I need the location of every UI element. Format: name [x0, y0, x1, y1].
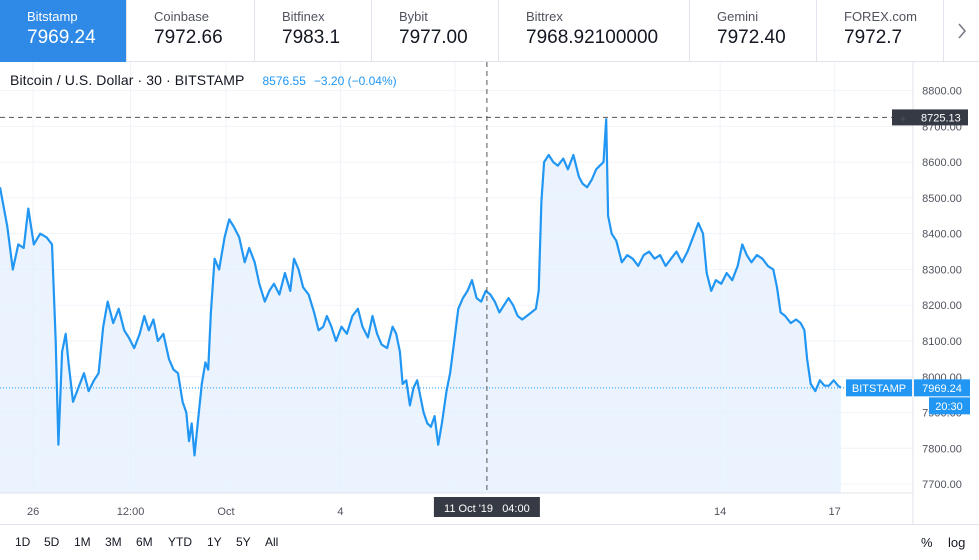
tab-bitfinex[interactable]: Bitfinex 7983.1 [255, 0, 372, 62]
crosshair-price-label: + 8725.13 [892, 109, 968, 126]
tab-price: 7977.00 [399, 27, 468, 48]
y-tick-label: 8800.00 [922, 86, 962, 98]
badge-price-value: 7969.24 [922, 383, 962, 395]
x-tick-label: 26 [27, 506, 39, 518]
price-line [0, 118, 842, 457]
tab-name: Bybit [399, 9, 428, 24]
symbol-title[interactable]: Bitcoin / U.S. Dollar · 30 · BITSTAMP [10, 72, 245, 88]
y-tick-label: 8300.00 [922, 264, 962, 276]
tab-coinbase[interactable]: Coinbase 7972.66 [127, 0, 255, 62]
x-tick-label: Oct [217, 506, 234, 518]
tab-name: Bittrex [526, 9, 563, 24]
range-ytd-button[interactable]: YTD [168, 535, 192, 549]
y-tick-label: 7800.00 [922, 443, 962, 455]
range-1d-button[interactable]: 1D [15, 535, 31, 549]
tab-name: Gemini [717, 9, 759, 24]
range-1y-button[interactable]: 1Y [207, 535, 222, 549]
exchange-tabs: Bitstamp 7969.24 Coinbase 7972.66 Bitfin… [0, 0, 979, 62]
tab-name: Bitstamp [27, 9, 78, 24]
chevron-right-icon [957, 22, 966, 39]
log-scale-button[interactable]: log [948, 535, 966, 550]
tab-bitstamp[interactable]: Bitstamp 7969.24 [0, 0, 127, 62]
tab-bybit[interactable]: Bybit 7977.00 [372, 0, 499, 62]
range-all-button[interactable]: All [265, 535, 279, 549]
y-tick-label: 8100.00 [922, 336, 962, 348]
crosshair-time-label: 11 Oct '19 04:00 [433, 497, 540, 517]
tab-price: 7972.40 [717, 27, 786, 48]
range-5d-button[interactable]: 5D [44, 535, 60, 549]
chart-legend: Bitcoin / U.S. Dollar · 30 · BITSTAMP 85… [10, 72, 397, 88]
price-axis[interactable]: 7700.007800.007900.008000.008100.008200.… [922, 86, 962, 491]
tab-price: 7983.1 [282, 27, 341, 48]
crosshair-price-value: 8725.13 [921, 112, 961, 124]
badge-series-name: BITSTAMP [852, 383, 906, 395]
tab-name: Bitfinex [282, 9, 325, 24]
tab-bittrex[interactable]: Bittrex 7968.92100000 [499, 0, 690, 62]
last-price-badge: BITSTAMP 7969.24 20:30 [846, 379, 970, 415]
y-tick-label: 8200.00 [922, 300, 962, 312]
tab-gemini[interactable]: Gemini 7972.40 [690, 0, 817, 62]
tab-price: 7972.7 [844, 27, 903, 48]
range-5y-button[interactable]: 5Y [236, 535, 251, 549]
tab-price: 7972.66 [154, 27, 223, 48]
y-tick-label: 8600.00 [922, 157, 962, 169]
range-6m-button[interactable]: 6M [136, 535, 153, 549]
x-tick-label: 17 [829, 506, 841, 518]
percent-scale-button[interactable]: % [921, 535, 933, 550]
x-tick-label: 12:00 [117, 506, 145, 518]
plus-icon[interactable]: + [900, 113, 906, 125]
range-1m-button[interactable]: 1M [74, 535, 91, 549]
x-tick-label: 4 [337, 506, 343, 518]
tab-forex[interactable]: FOREX.com 7972.7 [817, 0, 944, 62]
range-toolbar: 1D 5D 1M 3M 6M YTD 1Y 5Y All % log [0, 524, 979, 560]
crosshair-time-value: 11 Oct '19 04:00 [444, 503, 530, 515]
range-3m-button[interactable]: 3M [105, 535, 122, 549]
tab-price: 7968.92100000 [526, 27, 659, 48]
tab-name: Coinbase [154, 9, 209, 24]
badge-countdown: 20:30 [935, 401, 963, 413]
legend-change: −3.20 (−0.04%) [313, 74, 397, 88]
tabs-next-button[interactable] [944, 0, 979, 61]
y-tick-label: 7700.00 [922, 479, 962, 491]
price-chart[interactable]: 7700.007800.007900.008000.008100.008200.… [0, 62, 979, 524]
x-tick-label: 14 [714, 506, 726, 518]
y-tick-label: 8400.00 [922, 229, 962, 241]
tab-price: 7969.24 [27, 27, 96, 48]
tab-name: FOREX.com [844, 9, 917, 24]
legend-last-price: 8576.55 [262, 74, 306, 88]
price-area-fill [0, 119, 841, 493]
y-tick-label: 8500.00 [922, 193, 962, 205]
